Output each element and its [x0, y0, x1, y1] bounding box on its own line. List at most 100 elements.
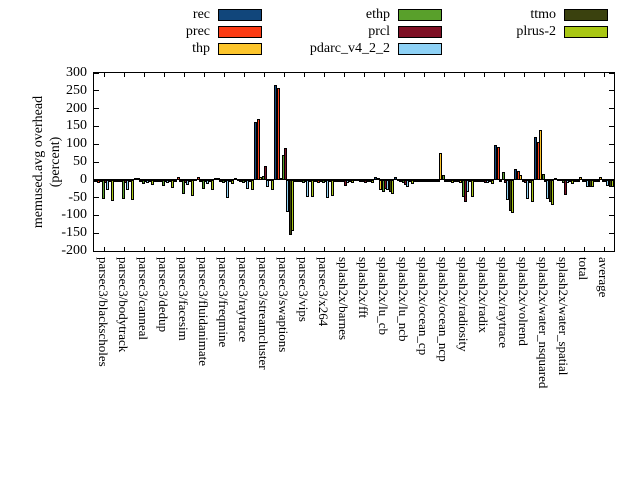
- y-tick-right: [609, 232, 614, 234]
- x-category-label: parsec3/bodytrack: [116, 257, 131, 353]
- y-tick-left: [94, 161, 99, 163]
- x-tick-top: [503, 73, 505, 77]
- bar-prec-parsec3/streamcluster: [256, 118, 260, 180]
- bar-prec-total: [576, 179, 580, 182]
- x-tick-top: [203, 73, 205, 77]
- y-tick-right: [609, 143, 614, 145]
- legend-label: thp: [192, 41, 210, 56]
- x-tick-top: [583, 73, 585, 77]
- legend-entry-ethp: ethp: [282, 6, 442, 23]
- x-category-label: splash2x/water_nsquared: [536, 257, 551, 389]
- bar-ethp-parsec3/bodytrack: [121, 179, 125, 200]
- y-tick-right: [609, 161, 614, 163]
- y-tick-label: 200: [66, 100, 87, 116]
- bar-ethp-splash2x/ocean_ncp: [441, 174, 445, 180]
- bar-prec-parsec3/freqmine: [216, 178, 220, 181]
- bar-plrus-2-average: [611, 179, 615, 187]
- bar-plrus-2-splash2x/volrend: [531, 179, 535, 203]
- x-tick-bottom: [123, 247, 125, 251]
- y-tick-label: 150: [66, 118, 87, 134]
- bar-plrus-2-parsec3/x264: [331, 179, 335, 196]
- x-tick-bottom: [423, 247, 425, 251]
- bar-plrus-2-parsec3/swaptions: [291, 179, 295, 231]
- y-tick-label: -200: [61, 243, 87, 258]
- legend-swatch: [218, 42, 262, 55]
- x-category-label: total: [576, 257, 591, 281]
- bar-prcl-splash2x/water_spatial: [564, 179, 567, 196]
- x-tick-bottom: [303, 247, 305, 251]
- x-tick-top: [483, 73, 485, 77]
- bar-prec-parsec3/raytrace: [236, 178, 240, 181]
- x-tick-bottom: [103, 247, 105, 251]
- y-tick-left: [94, 72, 99, 74]
- bar-plrus-2-splash2x/raytrace: [511, 179, 515, 214]
- x-tick-bottom: [363, 247, 365, 251]
- x-tick-top: [263, 73, 265, 77]
- bar-prec-splash2x/lu_ncb: [396, 178, 400, 181]
- bar-prcl-parsec3/streamcluster: [264, 165, 267, 180]
- legend-swatch: [398, 42, 442, 55]
- legend-swatch: [398, 25, 442, 38]
- x-category-label: parsec3/fluidanimate: [196, 257, 211, 367]
- y-tick-label: 0: [80, 171, 87, 187]
- legend-column: ethp prcl pdarc_v4_2_2: [282, 6, 442, 57]
- x-tick-top: [243, 73, 245, 77]
- x-tick-bottom: [603, 247, 605, 251]
- legend-label: ttmo: [530, 7, 556, 22]
- x-tick-bottom: [263, 247, 265, 251]
- bar-plrus-2-splash2x/radix: [491, 179, 495, 185]
- x-tick-bottom: [543, 247, 545, 251]
- bar-rec-splash2x/lu_cb: [374, 176, 378, 180]
- bar-prec-average: [596, 179, 600, 182]
- x-category-label: splash2x/ocean_cp: [416, 257, 431, 356]
- bar-prec-parsec3/fluidanimate: [196, 176, 200, 180]
- y-tick-left: [94, 197, 99, 199]
- x-tick-top: [463, 73, 465, 77]
- x-category-label: splash2x/lu_cb: [376, 257, 391, 335]
- bar-pdarc_v4_2_2-parsec3/facesim: [186, 179, 190, 186]
- x-category-label: splash2x/lu_ncb: [396, 257, 411, 342]
- x-category-label: parsec3/vips: [296, 257, 311, 322]
- x-category-label: average: [596, 257, 611, 298]
- bar-pdarc_v4_2_2-splash2x/volrend: [526, 179, 530, 200]
- bar-prec-parsec3/facesim: [176, 176, 180, 180]
- legend-label: rec: [192, 7, 210, 22]
- x-category-label: splash2x/volrend: [516, 257, 531, 346]
- x-tick-top: [183, 73, 185, 77]
- legend-label: prcl: [368, 24, 390, 39]
- x-tick-top: [563, 73, 565, 77]
- bar-prec-parsec3/swaptions: [276, 88, 280, 180]
- x-tick-bottom: [503, 247, 505, 251]
- y-tick-left: [94, 90, 99, 92]
- bar-plrus-2-splash2x/water_nsquared: [551, 179, 555, 205]
- legend-column: rec prec thp: [140, 6, 262, 57]
- y-tick-label: 50: [73, 154, 87, 169]
- bar-prec-splash2x/ocean_ncp: [436, 179, 440, 182]
- bar-ethp-parsec3/facesim: [181, 179, 185, 195]
- bar-ethp-splash2x/raytrace: [501, 171, 505, 180]
- x-category-label: splash2x/barnes: [336, 257, 351, 341]
- y-tick-left: [94, 108, 99, 110]
- bar-plrus-2-parsec3/bodytrack: [131, 179, 135, 201]
- x-tick-bottom: [163, 247, 165, 251]
- y-tick-right: [609, 197, 614, 199]
- bar-pdarc_v4_2_2-parsec3/blackscholes: [106, 179, 110, 190]
- x-tick-bottom: [523, 247, 525, 251]
- x-category-label: parsec3/x264: [316, 257, 331, 327]
- bar-pdarc_v4_2_2-parsec3/fluidanimate: [206, 179, 210, 185]
- x-tick-top: [223, 73, 225, 77]
- y-tick-right: [609, 108, 614, 110]
- bar-pdarc_v4_2_2-parsec3/vips: [306, 179, 310, 198]
- x-tick-bottom: [483, 247, 485, 251]
- x-tick-bottom: [403, 247, 405, 251]
- bar-pdarc_v4_2_2-parsec3/x264: [326, 179, 330, 198]
- x-category-label: splash2x/radiosity: [456, 257, 471, 352]
- legend-swatch: [218, 25, 262, 38]
- bar-pdarc_v4_2_2-splash2x/lu_ncb: [406, 179, 410, 187]
- x-tick-top: [443, 73, 445, 77]
- legend-label: pdarc_v4_2_2: [309, 41, 390, 56]
- bar-plrus-2-splash2x/water_spatial: [571, 179, 575, 185]
- y-tick-label: -150: [61, 225, 87, 241]
- bar-plrus-2-splash2x/ocean_ncp: [451, 179, 455, 183]
